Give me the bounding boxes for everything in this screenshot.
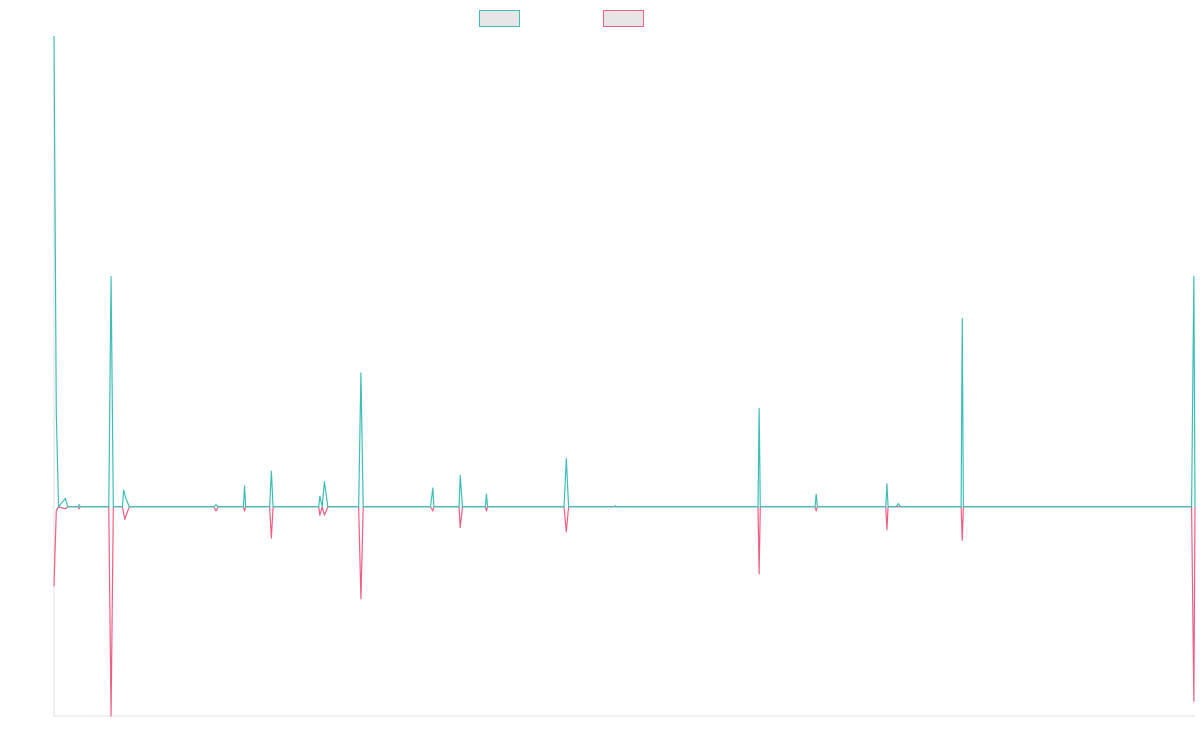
legend-item-1 <box>479 10 520 27</box>
series-line-1 <box>53 35 1196 508</box>
axes <box>53 36 1195 717</box>
legend-item-2 <box>603 10 644 27</box>
legend-swatch <box>603 10 644 27</box>
series-line-2 <box>53 506 1196 717</box>
legend-swatch <box>479 10 520 27</box>
legend <box>479 10 644 27</box>
series-group <box>53 35 1196 717</box>
